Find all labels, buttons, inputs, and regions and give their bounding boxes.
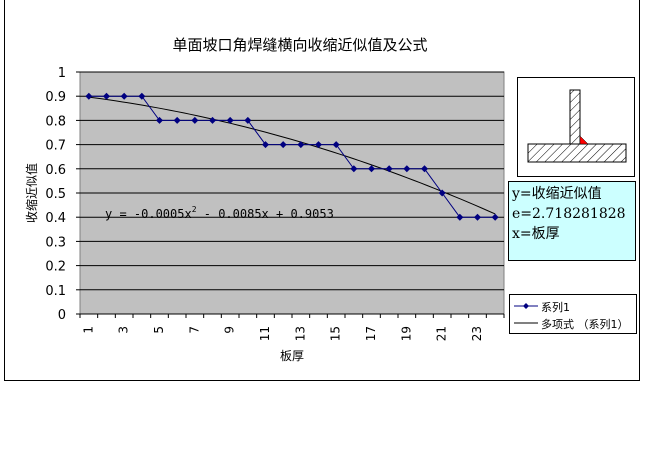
y-axis-label: 收缩近似值	[24, 163, 39, 223]
legend-trend-marker	[514, 322, 538, 324]
data-point	[297, 141, 305, 149]
x-tick-label: 1	[81, 326, 95, 334]
legend-trend-label: 多项式 （系列1）	[541, 318, 629, 331]
y-tick-label: 0.9	[45, 90, 66, 105]
x-tick-label: 15	[329, 326, 343, 341]
x-tick-label: 13	[293, 326, 307, 341]
y-axis-ticks: 0 0.1 0.2 0.3 0.4 0.5 0.6 0.7 0.8 0.9 1	[45, 66, 80, 323]
x-tick-label: 23	[470, 326, 484, 341]
formula-box: y=收缩近似值 e=2.718281828 x=板厚	[508, 181, 636, 261]
data-point	[368, 165, 375, 173]
trendline-equation: y = -0.0005x2 - 0.0085x + 0.9053	[105, 205, 334, 221]
data-point	[138, 92, 146, 100]
formula-line-e: e=2.718281828	[512, 206, 626, 222]
y-tick-label: 0.5	[45, 187, 66, 202]
data-point	[491, 213, 499, 221]
y-tick-label: 1	[58, 66, 66, 81]
data-point	[173, 116, 181, 124]
formula-line-x: x=板厚	[512, 226, 560, 242]
weld-bead	[579, 135, 589, 145]
x-tick-label: 11	[258, 326, 272, 341]
legend-series-marker	[514, 303, 538, 309]
x-tick-label: 19	[399, 326, 413, 341]
series-points	[85, 92, 499, 221]
fillet-weld-icon	[527, 89, 627, 163]
data-point	[156, 116, 163, 124]
y-tick-label: 0	[58, 308, 66, 323]
weld-diagram	[517, 77, 635, 177]
y-tick-label: 0.1	[45, 284, 66, 299]
data-point	[279, 141, 287, 149]
data-point	[456, 213, 464, 221]
data-point	[226, 116, 234, 124]
data-point	[332, 141, 340, 149]
data-point	[120, 92, 128, 100]
y-tick-label: 0.4	[45, 211, 66, 226]
y-tick-label: 0.2	[45, 260, 66, 275]
y-tick-label: 0.3	[45, 235, 66, 250]
data-point	[350, 165, 358, 173]
y-tick-label: 0.6	[45, 163, 66, 178]
legend-item-series: 系列1	[510, 299, 636, 314]
data-point	[385, 165, 393, 173]
equation-suffix: - 0.0085x + 0.9053	[197, 207, 334, 221]
y-tick-label: 0.7	[45, 139, 66, 154]
data-point	[103, 92, 110, 100]
trendline	[88, 96, 496, 215]
data-point	[209, 116, 216, 124]
legend-series-label: 系列1	[541, 301, 570, 314]
data-point	[474, 213, 481, 221]
x-tick-label: 21	[435, 326, 449, 341]
base-plate	[527, 143, 627, 163]
data-point	[244, 116, 252, 124]
data-point	[262, 141, 269, 149]
data-point	[438, 189, 446, 197]
x-tick-label: 3	[117, 326, 131, 334]
x-axis-label: 板厚	[280, 349, 304, 363]
series-line	[88, 95, 496, 218]
legend: 系列1 多项式 （系列1）	[509, 294, 637, 334]
formula-line-y: y=收缩近似值	[512, 186, 602, 202]
data-point	[403, 165, 411, 173]
x-tick-label: 7	[187, 326, 201, 334]
x-tick-label: 5	[152, 326, 166, 334]
x-tick-label: 9	[223, 326, 237, 334]
data-point	[315, 141, 322, 149]
y-tick-label: 0.8	[45, 114, 66, 129]
chart-title: 单面坡口角焊缝横向收缩近似值及公式	[172, 36, 427, 54]
data-point	[191, 116, 199, 124]
equation-prefix: y = -0.0005x	[105, 207, 192, 221]
data-point	[85, 92, 93, 100]
x-tick-label: 17	[364, 326, 378, 341]
vertical-plate	[569, 89, 581, 145]
equation-superscript: 2	[192, 205, 197, 214]
x-axis-ticks: 1 3 5 7 9 11 13 15 17 19 21 23	[79, 314, 505, 341]
data-point	[421, 165, 428, 173]
legend-item-trend: 多项式 （系列1）	[510, 316, 636, 331]
